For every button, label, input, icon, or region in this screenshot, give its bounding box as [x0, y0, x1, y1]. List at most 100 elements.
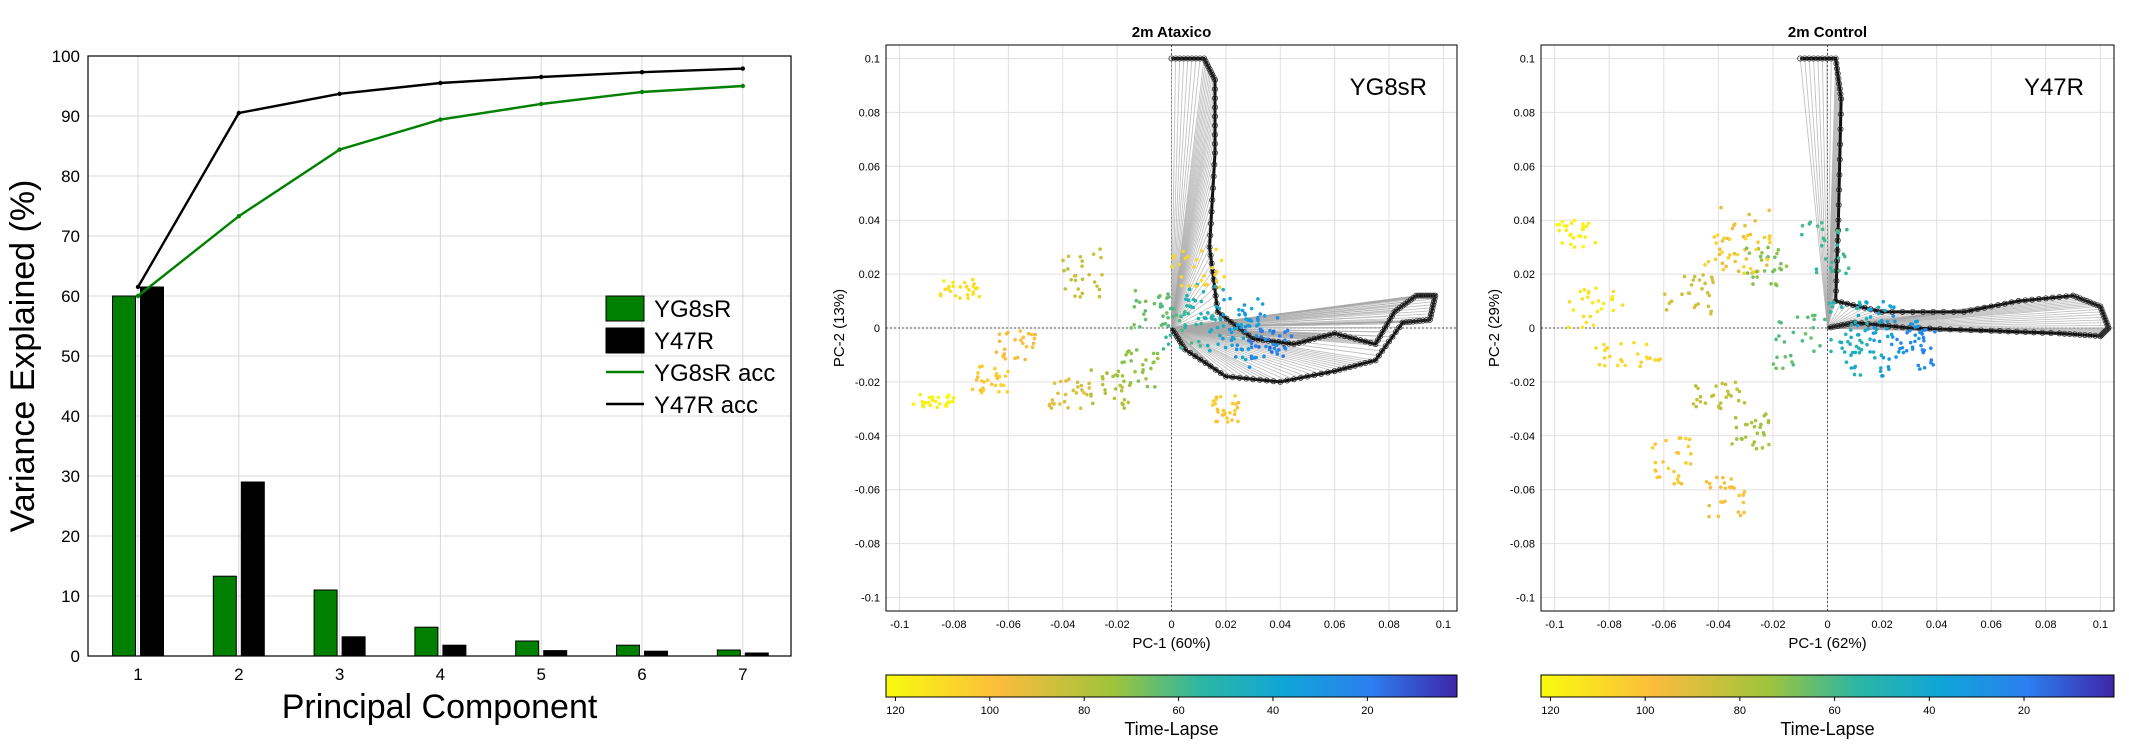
trajectory-marker	[1263, 377, 1270, 384]
scatter-point	[1800, 339, 1805, 343]
trajectory-marker	[1873, 307, 1880, 314]
scatter-point	[1703, 401, 1708, 405]
scatter-point	[1597, 362, 1602, 367]
scatter-point	[1664, 438, 1668, 443]
scatter-point	[1744, 246, 1749, 250]
scatter-point	[1228, 410, 1232, 415]
trajectory-ray	[1804, 58, 1828, 329]
scatter-point	[1263, 337, 1268, 342]
scatter-point	[1716, 404, 1721, 408]
scatter-point	[1662, 292, 1667, 296]
scatter-point	[1580, 227, 1585, 231]
trajectory-marker	[1416, 317, 1423, 324]
scatter-point	[1701, 273, 1705, 277]
x-tick-label: 0.08	[1378, 619, 1399, 631]
y-tick-label: 0.08	[1514, 107, 1535, 119]
scatter-point	[1603, 348, 1607, 353]
trajectory-marker	[1995, 302, 2002, 309]
trajectory-marker	[1415, 292, 1422, 299]
scatter-point	[1246, 338, 1251, 343]
x-tick-label: 3	[335, 665, 344, 684]
scatter-point	[1632, 340, 1636, 345]
x-tick-label: 0.02	[1871, 619, 1892, 631]
scatter-point	[1255, 323, 1259, 328]
scatter-point	[1164, 335, 1168, 340]
scatter-point	[1202, 274, 1206, 278]
scatter-point	[1143, 309, 1148, 313]
y-axis-label: PC-2 (29%)	[1486, 289, 1503, 367]
trajectory-marker	[1827, 324, 1834, 331]
scatter-point	[973, 286, 978, 291]
scatter-point	[1910, 345, 1915, 350]
trajectory-marker	[2022, 297, 2029, 304]
scatter-point	[1717, 252, 1722, 257]
scatter-point	[1831, 301, 1835, 305]
scatter-point	[1098, 247, 1102, 251]
scatter-point	[1720, 381, 1725, 386]
scatter-point	[1743, 435, 1748, 439]
scatter-point	[1894, 355, 1898, 359]
scatter-point	[1723, 382, 1728, 387]
scatter-point	[1182, 312, 1186, 317]
scatter-point	[1206, 311, 1210, 315]
scatter-point	[1755, 275, 1759, 279]
scatter-point	[1584, 224, 1589, 229]
scatter-point	[1774, 337, 1778, 342]
trajectory-marker	[1834, 322, 1841, 329]
scatter-point	[1166, 315, 1170, 320]
scatter-point	[1097, 287, 1102, 292]
colorbar-tick-label: 60	[1172, 705, 1184, 717]
series-point	[539, 101, 544, 107]
scatter-point	[1742, 401, 1747, 405]
x-axis-label: PC-1 (62%)	[1788, 635, 1866, 652]
scatter-point	[1578, 234, 1583, 239]
scatter-point	[1919, 343, 1923, 348]
scatter-point	[964, 284, 969, 289]
scatter-point	[1166, 292, 1170, 296]
trajectory-marker	[1207, 232, 1214, 239]
scatter-point	[1067, 377, 1071, 382]
scatter-point	[1879, 353, 1884, 358]
scatter-point	[1846, 266, 1851, 271]
bar-y47r-4	[442, 644, 467, 657]
scatter-point	[1593, 240, 1598, 245]
scatter-point	[1221, 287, 1226, 292]
scatter-point	[1748, 232, 1753, 237]
scatter-point	[1898, 346, 1902, 351]
trajectory-marker	[1957, 326, 1964, 333]
y-tick-label: 0.06	[859, 161, 880, 173]
scatter-point	[1751, 443, 1755, 447]
trajectory-marker	[1823, 55, 1830, 62]
scatter-point	[1881, 374, 1885, 378]
scatter-point	[1830, 269, 1835, 273]
scatter-point	[1140, 363, 1145, 367]
trajectory-marker	[1429, 292, 1436, 299]
scatter-point	[1707, 514, 1711, 519]
trajectory-marker	[2022, 329, 2029, 336]
scatter-point	[1885, 319, 1890, 324]
scatter-point	[1736, 269, 1741, 273]
bar-y47r-3	[341, 636, 366, 657]
scatter-point	[948, 289, 953, 294]
trajectory-marker	[1814, 55, 1821, 62]
scatter-point	[1680, 292, 1684, 296]
trajectory-marker	[2063, 293, 2070, 300]
scatter-point	[1164, 311, 1169, 315]
scatter-point	[1888, 304, 1892, 308]
pca-control-panel: 2m Control -0.1 -0.08 -0.06 -0.04 -0.02 0 0.02…	[1486, 24, 2115, 739]
scatter-point	[1708, 485, 1713, 490]
trajectory-marker	[1170, 327, 1177, 334]
trajectory-ray	[1808, 58, 1828, 329]
trajectory-marker	[1988, 327, 1995, 334]
scatter-point	[1810, 313, 1815, 318]
trajectory-marker	[1850, 302, 1857, 309]
scatter-point	[1766, 245, 1770, 250]
trajectory-ray	[1171, 327, 1247, 379]
trajectory-marker	[1828, 55, 1835, 62]
scatter-point	[1686, 444, 1691, 449]
scatter-point	[1555, 223, 1559, 227]
scatter-point	[1080, 291, 1085, 296]
scatter-point	[1572, 245, 1577, 249]
scatter-point	[1087, 386, 1092, 390]
